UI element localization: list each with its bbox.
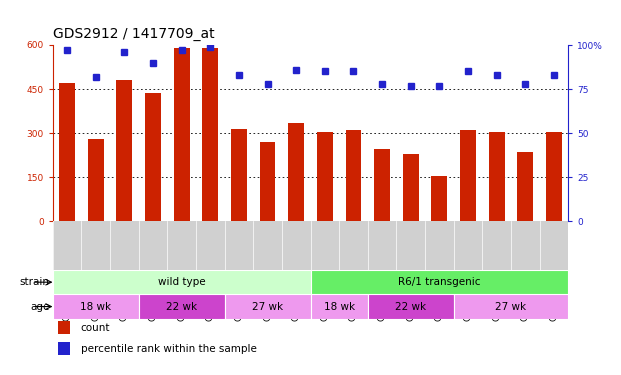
Text: GDS2912 / 1417709_at: GDS2912 / 1417709_at [53,27,214,41]
Bar [345,130,361,221]
Bar [517,152,533,221]
Bar [58,321,70,334]
Text: 27 wk: 27 wk [252,302,283,312]
Bar [403,154,419,221]
Bar [546,132,562,221]
Bar [117,80,132,221]
Bar [374,149,390,221]
Bar [59,83,75,221]
Text: R6/1 transgenic: R6/1 transgenic [398,277,481,287]
Bar [432,176,447,221]
Bar [489,132,504,221]
Bar [460,130,476,221]
Text: 22 wk: 22 wk [395,302,426,312]
Bar [231,129,247,221]
Bar [174,48,189,221]
Text: strain: strain [20,277,50,287]
Text: 22 wk: 22 wk [166,302,197,312]
Bar [317,132,333,221]
Bar [454,294,568,319]
Bar [288,123,304,221]
Text: 27 wk: 27 wk [496,302,527,312]
Bar [202,48,218,221]
Text: wild type: wild type [158,277,206,287]
Bar [310,294,368,319]
Text: age: age [30,302,50,312]
Text: 18 wk: 18 wk [324,302,355,312]
Text: 18 wk: 18 wk [80,302,111,312]
Bar [53,294,138,319]
Bar [368,294,454,319]
Text: count: count [81,323,110,333]
Bar [88,139,104,221]
Bar [145,93,161,221]
Bar [58,342,70,355]
Bar [138,294,225,319]
Bar [225,294,310,319]
Bar [260,142,276,221]
Text: percentile rank within the sample: percentile rank within the sample [81,344,256,354]
Bar [310,270,568,294]
Bar [53,270,310,294]
